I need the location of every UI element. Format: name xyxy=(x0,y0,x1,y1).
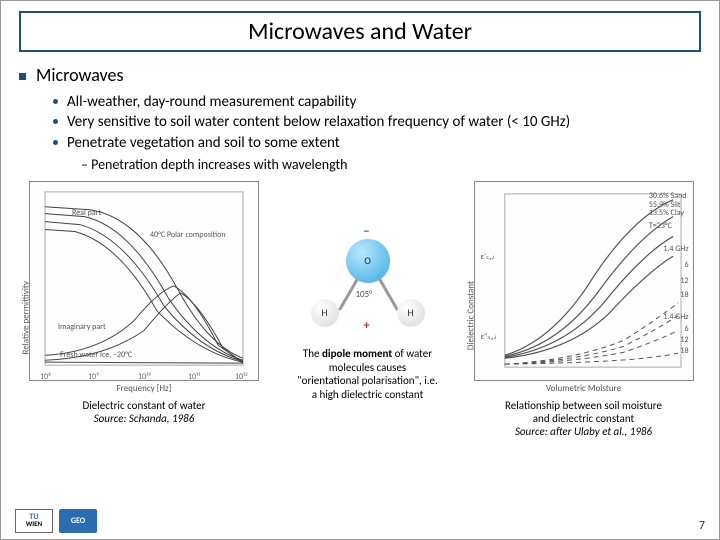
slide-title: Microwaves and Water xyxy=(21,17,699,46)
info-line: 13.5% Clay xyxy=(649,209,687,218)
hydrogen-atom: H xyxy=(311,299,339,327)
section-heading: Microwaves xyxy=(19,64,701,86)
bond-angle-label: 105° xyxy=(356,289,373,300)
series-label: 12 xyxy=(680,335,688,345)
figure-left: Relative permittivity Frequency [Hz] 10⁸… xyxy=(19,181,269,425)
caption-line: a high dielectric constant xyxy=(297,388,438,402)
square-bullet-icon xyxy=(19,73,26,80)
bullet-list: All-weather, day-round measurement capab… xyxy=(53,92,701,153)
figure-caption-middle: The dipole moment of water molecules cau… xyxy=(297,347,438,402)
caption-source: Source: after Ulaby et al., 1986 xyxy=(505,425,662,438)
negative-sign-icon: − xyxy=(364,225,370,239)
series-label: 18 xyxy=(680,290,688,300)
slide-root: Microwaves and Water Microwaves All-weat… xyxy=(0,0,720,540)
positive-sign-icon: + xyxy=(364,319,370,333)
bold-phrase: dipole moment xyxy=(322,347,392,360)
chart-annot: Real part xyxy=(72,208,101,218)
series-label: 6 xyxy=(684,324,688,334)
caption-line: The dipole moment of water xyxy=(297,347,438,361)
series-label: 18 xyxy=(680,346,688,356)
series-label: 12 xyxy=(680,276,688,286)
title-bar: Microwaves and Water xyxy=(19,11,701,52)
x-tick: 10¹⁰ xyxy=(138,372,151,382)
caption-line: Relationship between soil moisture xyxy=(505,399,662,412)
bullet-item: Penetrate vegetation and soil to some ex… xyxy=(53,133,701,153)
slide-footer: TU WIEN GEO 7 xyxy=(15,509,705,533)
caption-line: molecules causes xyxy=(297,361,438,375)
x-tick: 10¹² xyxy=(235,372,248,382)
series-label: 1.4 GHz xyxy=(663,244,688,254)
chart-annot: Imaginary part xyxy=(58,322,106,332)
caption-source: Source: Schanda, 1986 xyxy=(82,412,205,425)
y-axis-label: Relative permittivity xyxy=(21,281,32,355)
y-axis-label: Dielectric Constant xyxy=(465,281,476,350)
eps-label: ε'ₛₒᵢₗ xyxy=(481,252,495,262)
logo-group: TU WIEN GEO xyxy=(15,509,97,533)
water-molecule-diagram: − O H H 105° + xyxy=(293,231,443,341)
info-box: 30.6% Sand 55.9% Silt 13.5% Clay T=23°C xyxy=(649,192,687,231)
figure-right: Dielectric Constant Volumetric Moisture … xyxy=(466,181,701,439)
oxygen-atom: O xyxy=(346,239,390,283)
tu-wien-logo-icon: TU WIEN xyxy=(15,509,53,533)
section-title: Microwaves xyxy=(36,64,123,86)
figure-caption-left: Dielectric constant of water Source: Sch… xyxy=(82,399,205,425)
x-tick: 10⁸ xyxy=(40,372,51,382)
series-label: 6 xyxy=(684,260,688,270)
x-axis-label: Volumetric Moisture xyxy=(546,383,621,394)
figure-caption-right: Relationship between soil moisture and d… xyxy=(505,399,662,439)
caption-line: "orientational polarisation", i.e. xyxy=(297,374,438,388)
bullet-item: Very sensitive to soil water content bel… xyxy=(53,112,701,132)
sub-bullet: Penetration depth increases with wavelen… xyxy=(81,156,701,173)
page-number: 7 xyxy=(699,519,705,533)
info-line: T=23°C xyxy=(649,222,687,231)
series-label: 1.4 GHz xyxy=(663,312,688,322)
geo-logo-icon: GEO xyxy=(59,509,97,533)
chart-permittivity: Relative permittivity Frequency [Hz] 10⁸… xyxy=(29,181,259,381)
caption-line: Dielectric constant of water xyxy=(82,399,205,412)
bullet-item: All-weather, day-round measurement capab… xyxy=(53,92,701,112)
chart-soil-moisture: Dielectric Constant Volumetric Moisture … xyxy=(474,181,694,381)
figures-row: Relative permittivity Frequency [Hz] 10⁸… xyxy=(19,181,701,439)
x-axis-label: Frequency [Hz] xyxy=(117,383,172,394)
logo-text: WIEN xyxy=(26,521,42,527)
eps-label: ε''ₛₒᵢₗ xyxy=(481,332,497,342)
chart-annot: 40°C Polar composition xyxy=(150,230,226,240)
x-tick: 10¹¹ xyxy=(188,372,200,382)
figure-middle: − O H H 105° + The dipole moment of wate… xyxy=(278,181,458,402)
chart-annot: Fresh water ice, −20°C xyxy=(60,350,132,360)
x-tick: 10⁹ xyxy=(88,372,99,382)
hydrogen-atom: H xyxy=(397,299,425,327)
caption-line: and dielectric constant xyxy=(505,412,662,425)
